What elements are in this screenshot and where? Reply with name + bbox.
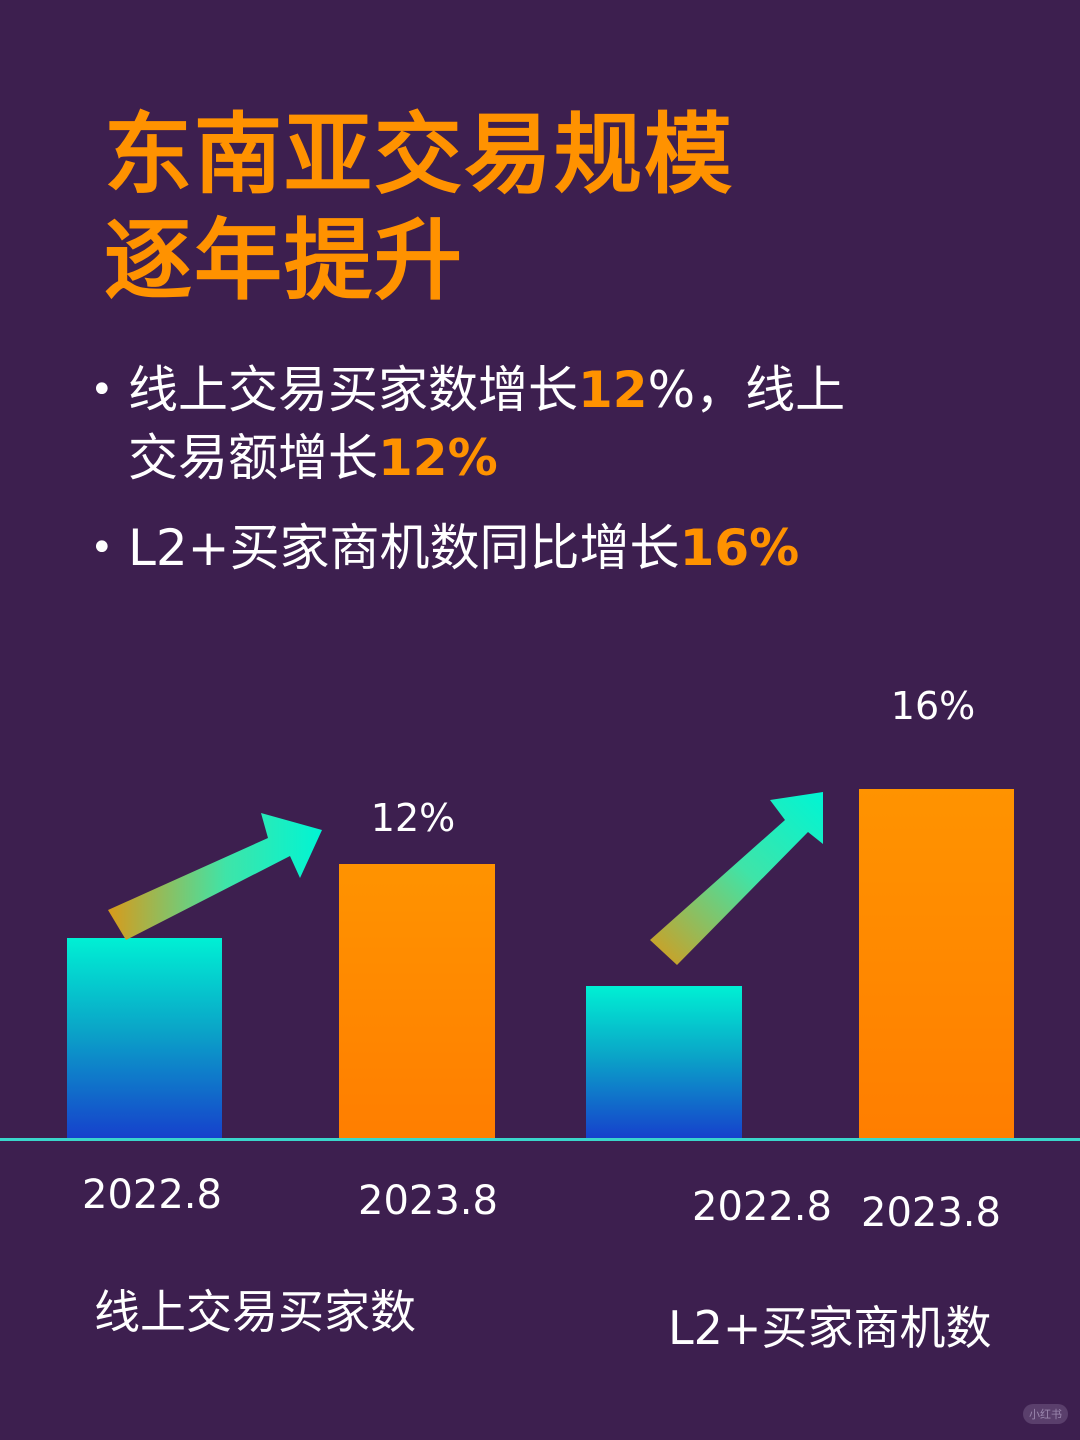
growth-label-group1: 12% — [370, 796, 456, 840]
bullet-item-2: • L2+买家商机数同比增长16% — [84, 514, 984, 582]
group-label-2: L2+买家商机数 — [668, 1301, 992, 1355]
highlight-value: 12 — [578, 361, 648, 419]
highlight-value: 16% — [679, 519, 800, 577]
chart-baseline — [0, 1138, 1080, 1141]
bar-group1-2022 — [67, 938, 222, 1139]
bullet-text: L2+买家商机数同比增长 — [128, 519, 680, 577]
bullet-item-1: • 线上交易买家数增长12%，线上交易额增长12% — [84, 356, 984, 492]
bar-group2-2022 — [586, 986, 742, 1139]
bar-group2-2023 — [859, 789, 1014, 1139]
bullet-dot-icon: • — [90, 525, 114, 571]
bar-group1-2023 — [339, 864, 495, 1139]
x-label-group1-2022: 2022.8 — [82, 1172, 222, 1218]
growth-label-group2: 16% — [890, 684, 976, 728]
x-label-group2-2022: 2022.8 — [692, 1184, 832, 1230]
watermark-logo: 小红书 — [1023, 1404, 1068, 1424]
bullet-text: 交易额增长 — [128, 429, 378, 487]
x-label-group2-2023: 2023.8 — [861, 1190, 1001, 1236]
title-line-1: 东南亚交易规模 — [104, 103, 735, 206]
x-label-group1-2023: 2023.8 — [358, 1178, 498, 1224]
bullet-text: 线上交易买家数增长 — [128, 361, 578, 419]
page-title: 东南亚交易规模 逐年提升 — [104, 102, 734, 314]
bullet-text: %，线上 — [647, 361, 846, 419]
bullet-list: • 线上交易买家数增长12%，线上交易额增长12% • L2+买家商机数同比增长… — [84, 356, 984, 604]
highlight-value: 12% — [378, 429, 498, 487]
title-line-2: 逐年提升 — [104, 209, 465, 312]
group-label-1: 线上交易买家数 — [94, 1285, 416, 1339]
bullet-dot-icon: • — [90, 367, 114, 413]
